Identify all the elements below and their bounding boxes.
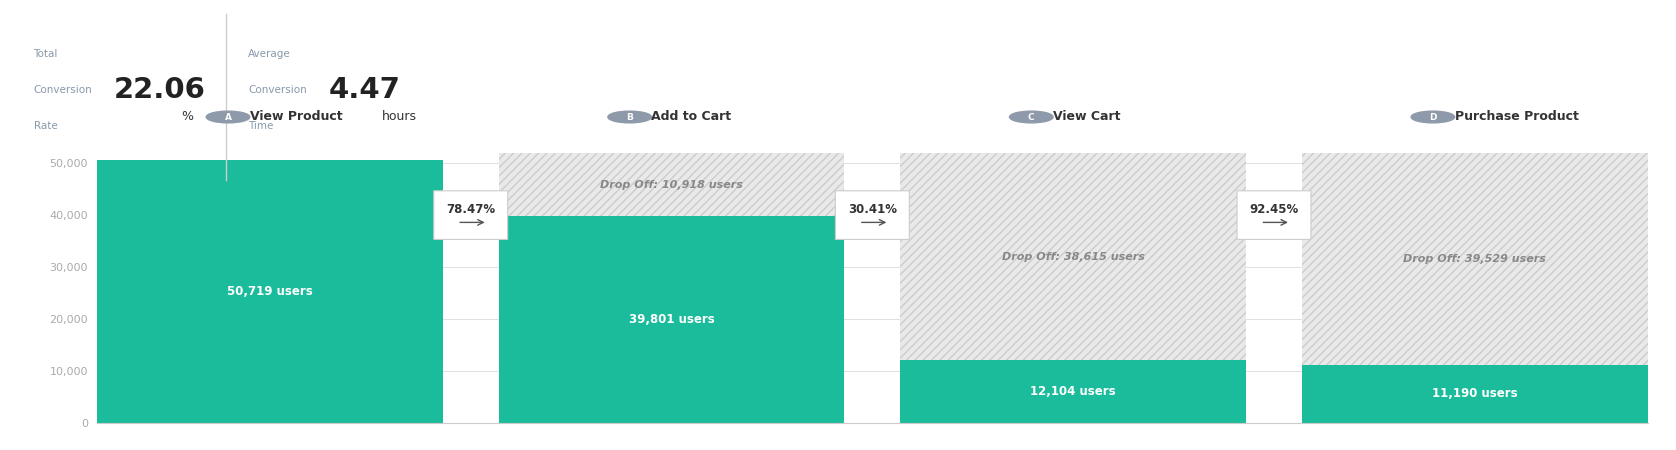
Text: Total: Total xyxy=(34,49,59,59)
Text: View Cart: View Cart xyxy=(1053,111,1121,123)
Bar xyxy=(1302,365,1648,423)
Text: 12,104 users: 12,104 users xyxy=(1031,385,1116,398)
Text: hours: hours xyxy=(382,111,417,123)
Text: 78.47%: 78.47% xyxy=(446,202,496,216)
Text: Purchase Product: Purchase Product xyxy=(1455,111,1579,123)
Text: Rate: Rate xyxy=(34,121,57,131)
Text: View Product: View Product xyxy=(250,111,342,123)
Text: Average: Average xyxy=(248,49,292,59)
Text: 22.06: 22.06 xyxy=(114,76,206,104)
Text: %: % xyxy=(181,111,193,123)
Text: Drop Off: 10,918 users: Drop Off: 10,918 users xyxy=(600,180,742,189)
FancyBboxPatch shape xyxy=(835,191,910,239)
Bar xyxy=(499,216,845,423)
FancyBboxPatch shape xyxy=(1237,191,1311,239)
Bar xyxy=(97,160,442,423)
Text: Conversion: Conversion xyxy=(34,85,92,95)
Text: Conversion: Conversion xyxy=(248,85,307,95)
Text: 39,801 users: 39,801 users xyxy=(628,313,714,326)
FancyBboxPatch shape xyxy=(434,191,508,239)
Bar xyxy=(900,153,1245,360)
Bar xyxy=(1302,153,1648,365)
Text: 11,190 users: 11,190 users xyxy=(1431,387,1518,400)
Bar xyxy=(900,360,1245,423)
Bar xyxy=(499,153,845,216)
Text: 92.45%: 92.45% xyxy=(1249,202,1299,216)
Text: B: B xyxy=(627,112,634,122)
Text: 30.41%: 30.41% xyxy=(848,202,897,216)
Text: Time: Time xyxy=(248,121,273,131)
Text: 4.47: 4.47 xyxy=(328,76,401,104)
Text: Drop Off: 39,529 users: Drop Off: 39,529 users xyxy=(1403,254,1547,264)
Text: Drop Off: 38,615 users: Drop Off: 38,615 users xyxy=(1002,252,1145,261)
Text: A: A xyxy=(225,112,231,122)
Text: Add to Cart: Add to Cart xyxy=(652,111,731,123)
Text: C: C xyxy=(1027,112,1034,122)
Text: 50,719 users: 50,719 users xyxy=(226,285,313,298)
Text: D: D xyxy=(1430,112,1436,122)
